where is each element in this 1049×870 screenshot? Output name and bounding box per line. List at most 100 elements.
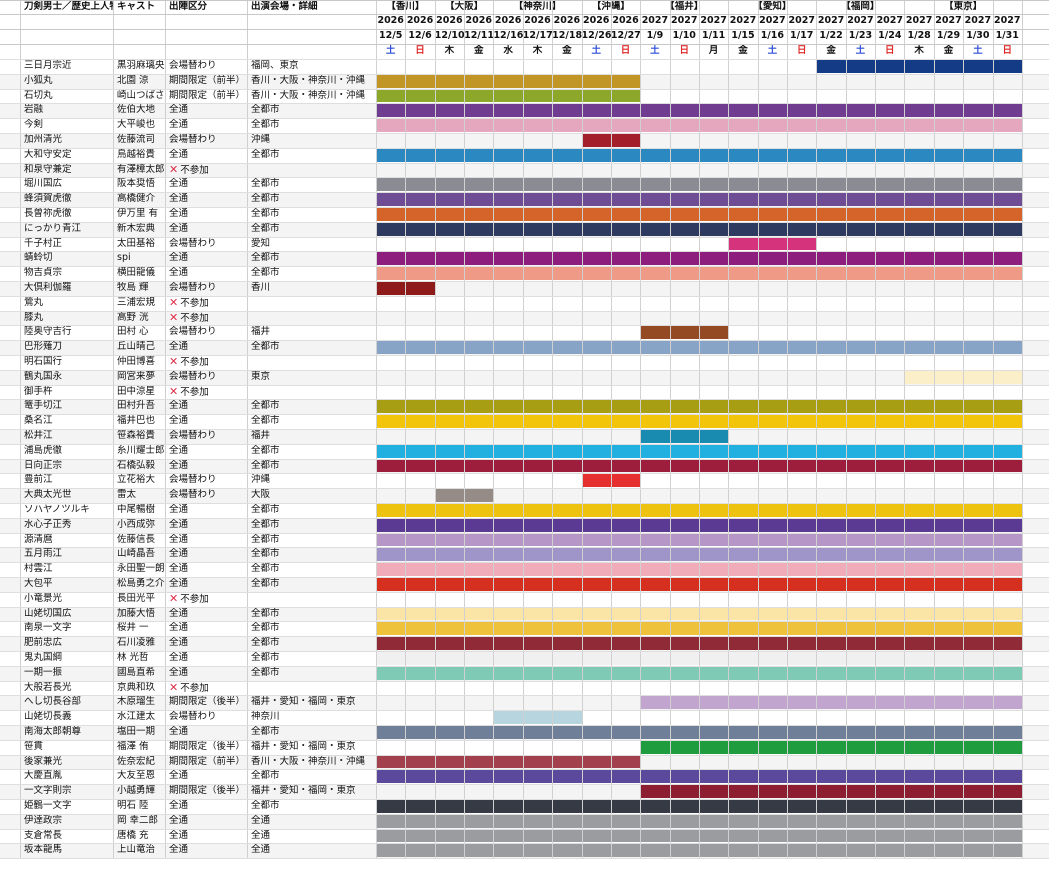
character-name[interactable]: 大倶利伽羅: [24, 282, 72, 293]
category[interactable]: ✕ 不参加: [166, 163, 248, 178]
venue-detail[interactable]: [248, 355, 376, 370]
character-name[interactable]: 鶯丸: [24, 296, 44, 308]
category[interactable]: 会場替わり: [169, 282, 217, 293]
cast-name[interactable]: 大友至恩: [117, 770, 156, 782]
cast-name[interactable]: 松島勇之介: [117, 578, 165, 589]
category[interactable]: 会場替わり: [169, 430, 217, 441]
character-name[interactable]: 加州清光: [24, 134, 63, 145]
character-name[interactable]: 浦島虎徹: [24, 444, 63, 456]
cast-name[interactable]: 上山竜治: [117, 844, 156, 856]
category[interactable]: 全通: [169, 652, 189, 663]
date-cell[interactable]: 1/28: [907, 30, 931, 41]
category[interactable]: 全通: [169, 578, 189, 589]
year-cell[interactable]: 2027: [876, 15, 904, 26]
category[interactable]: 全通: [169, 533, 189, 545]
cast-name[interactable]: 田村 心: [117, 326, 149, 338]
character-name[interactable]: 姫鶴一文字: [24, 800, 72, 811]
venue-detail[interactable]: 全都市: [251, 563, 280, 575]
weekday-cell[interactable]: 日: [885, 45, 895, 56]
venue-detail[interactable]: [248, 296, 376, 311]
character-name[interactable]: 篭手切江: [24, 400, 63, 412]
year-cell[interactable]: 2027: [935, 15, 962, 26]
venue-header[interactable]: 【沖縄】: [582, 0, 641, 14]
venue-detail[interactable]: 全通: [251, 814, 271, 826]
cast-name[interactable]: 伊万里 有: [117, 208, 159, 219]
date-cell[interactable]: 12/10: [434, 30, 465, 41]
character-name[interactable]: 陸奥守吉行: [24, 326, 72, 338]
cast-name[interactable]: 小西成弥: [117, 518, 156, 530]
category[interactable]: 期間限定（後半）: [169, 696, 246, 708]
category[interactable]: 期間限定（前半）: [169, 755, 246, 767]
category[interactable]: ✕ 不参加: [166, 385, 248, 400]
venue-detail[interactable]: 香川: [251, 282, 271, 293]
weekday-cell[interactable]: 木: [914, 45, 924, 56]
venue-detail[interactable]: 全都市: [251, 607, 280, 619]
venue-detail[interactable]: 全都市: [251, 119, 280, 131]
cast-name[interactable]: 三浦宏規: [117, 296, 156, 308]
category[interactable]: 会場替わり: [169, 474, 217, 486]
venue-detail[interactable]: 福井・愛知・福岡・東京: [251, 785, 356, 797]
character-name[interactable]: 肥前忠広: [24, 637, 63, 649]
cast-name[interactable]: 田中涼星: [117, 385, 156, 397]
venue-detail[interactable]: [248, 681, 376, 696]
cast-name[interactable]: 北園 涼: [117, 74, 149, 86]
venue-header[interactable]: 【神奈川】: [513, 1, 562, 12]
cast-name[interactable]: 明石 陸: [117, 800, 149, 811]
category[interactable]: 全通: [169, 252, 189, 264]
year-cell[interactable]: 2027: [994, 15, 1021, 26]
character-name[interactable]: 水心子正秀: [24, 518, 72, 530]
venue-detail[interactable]: 全通: [251, 844, 271, 856]
weekday-cell[interactable]: 土: [973, 45, 983, 56]
year-cell[interactable]: 2027: [788, 15, 815, 26]
venue-detail[interactable]: 全都市: [251, 622, 280, 634]
character-name[interactable]: 千子村正: [24, 237, 63, 249]
venue-detail[interactable]: 全都市: [251, 800, 280, 811]
year-cell[interactable]: 2027: [905, 15, 933, 26]
cast-name[interactable]: 木原瑠生: [117, 696, 156, 708]
character-name[interactable]: 大典太光世: [24, 489, 72, 501]
year-cell[interactable]: 2026: [524, 15, 551, 26]
date-cell[interactable]: 12/26: [581, 30, 611, 41]
weekday-cell[interactable]: 木: [532, 45, 543, 56]
venue-detail[interactable]: 沖縄: [251, 134, 271, 145]
cast-name[interactable]: 桜井 一: [117, 622, 149, 634]
character-name[interactable]: 石切丸: [24, 89, 53, 101]
cast-name[interactable]: 佐藤流司: [117, 134, 156, 145]
venue-detail[interactable]: 全都市: [251, 267, 280, 279]
venue-detail[interactable]: 全都市: [251, 415, 280, 427]
weekday-cell[interactable]: 金: [738, 45, 748, 56]
category[interactable]: 会場替わり: [169, 489, 217, 501]
cast-name[interactable]: 福井巴也: [117, 415, 156, 427]
date-cell[interactable]: 12/5: [379, 30, 403, 41]
cast-name[interactable]: 中尾暢樹: [117, 504, 156, 515]
year-cell[interactable]: 2026: [406, 15, 434, 26]
venue-detail[interactable]: 福井・愛知・福岡・東京: [251, 740, 356, 752]
venue-detail[interactable]: [248, 311, 376, 326]
category[interactable]: ✕ 不参加: [166, 311, 248, 326]
weekday-cell[interactable]: 土: [855, 45, 866, 56]
date-cell[interactable]: 1/10: [672, 30, 696, 41]
cast-name[interactable]: 牧島 輝: [117, 282, 149, 293]
cast-name[interactable]: 加藤大悟: [117, 607, 156, 619]
year-cell[interactable]: 2027: [759, 15, 786, 26]
character-name[interactable]: 桑名江: [24, 415, 53, 427]
character-name[interactable]: 大慶直胤: [24, 770, 63, 782]
character-name[interactable]: 堀川国広: [24, 178, 63, 190]
weekday-cell[interactable]: 日: [796, 45, 807, 56]
character-name[interactable]: 後家兼光: [24, 755, 63, 767]
category[interactable]: 全通: [169, 400, 189, 412]
category[interactable]: 全通: [169, 504, 189, 515]
venue-detail[interactable]: 福井: [251, 326, 271, 338]
venue-detail[interactable]: 全通: [251, 829, 271, 841]
cast-name[interactable]: 立花裕大: [117, 474, 156, 486]
category[interactable]: 全通: [169, 208, 189, 219]
character-name[interactable]: 南海太郎朝尊: [24, 726, 82, 737]
cast-name[interactable]: 岡宮来夢: [117, 370, 156, 382]
character-name[interactable]: 巴形薙刀: [24, 341, 63, 353]
cast-name[interactable]: 佐伯大地: [117, 104, 156, 116]
category[interactable]: 会場替わり: [169, 60, 217, 71]
character-name[interactable]: 山姥切国広: [24, 607, 72, 619]
year-cell[interactable]: 2027: [641, 15, 669, 26]
date-cell[interactable]: 1/31: [995, 30, 1019, 41]
character-name[interactable]: 大包平: [24, 578, 53, 589]
